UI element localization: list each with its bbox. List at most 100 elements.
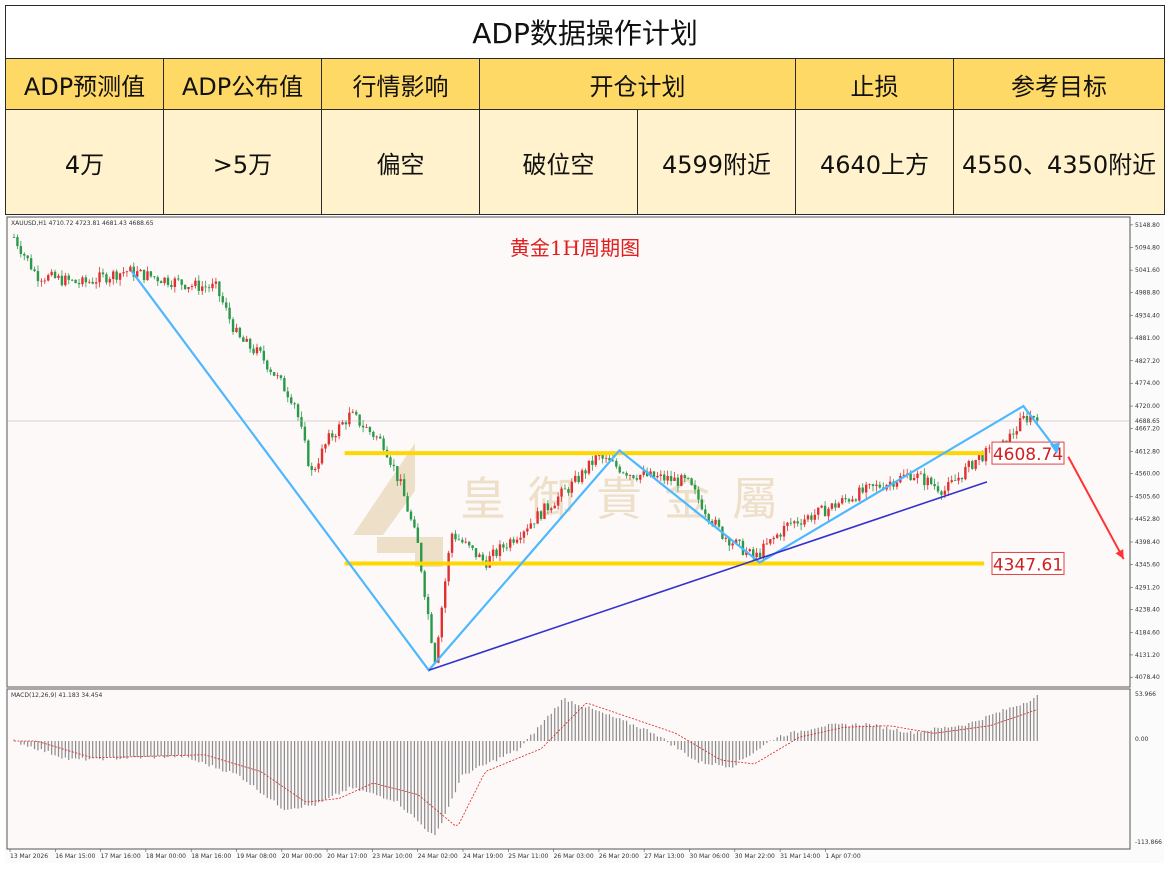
candle-body	[437, 637, 440, 663]
candle-body	[686, 478, 690, 479]
candle-body	[467, 541, 471, 546]
price-tick-label: 4078.40	[1135, 674, 1160, 681]
candle-body	[159, 281, 163, 284]
candle-body	[752, 549, 755, 558]
candle-body	[817, 507, 820, 515]
candle-body	[971, 461, 974, 469]
candle-body	[166, 277, 170, 285]
candle-body	[406, 496, 409, 512]
candle-body	[823, 505, 827, 517]
value-stop-loss: 4640上方	[795, 109, 954, 215]
candle-body	[628, 475, 632, 476]
candle-body	[361, 425, 365, 428]
candle-body	[327, 433, 331, 445]
header-stop-loss: 止损	[795, 58, 954, 110]
candle-body	[532, 523, 536, 525]
candle-body	[840, 498, 844, 504]
price-tick-label: 4452.80	[1135, 516, 1160, 523]
candle-body	[331, 433, 334, 438]
candle-body	[457, 539, 461, 541]
candle-body	[136, 271, 139, 277]
level-label-box	[991, 551, 1065, 575]
candle-body	[12, 237, 16, 238]
candle-body	[1015, 431, 1018, 435]
candle-body	[861, 487, 864, 493]
price-tick-label: 4720.00	[1135, 403, 1160, 410]
candle-body	[324, 444, 327, 449]
forecast-arrow	[1050, 442, 1125, 560]
price-tick-label: 4934.40	[1135, 312, 1160, 319]
candle-body	[19, 246, 23, 254]
watermark-group: 皇御貴金屬	[353, 443, 778, 567]
candle-body	[396, 466, 399, 482]
candle-body	[132, 266, 135, 277]
macd-tick-label: -113.866	[1135, 839, 1162, 846]
price-tick-label: 5148.80	[1135, 222, 1160, 229]
candle-body	[156, 277, 159, 282]
candle-body	[416, 527, 420, 543]
candle-body	[748, 549, 751, 552]
candle-body	[700, 499, 704, 510]
candle-body	[957, 477, 960, 481]
candle-body	[851, 499, 854, 502]
candle-body	[101, 272, 105, 275]
candle-body	[683, 475, 686, 479]
candle-body	[269, 369, 272, 373]
candle-body	[365, 427, 368, 428]
candle-body	[245, 338, 248, 342]
header-forecast: ADP预测值	[5, 58, 164, 110]
time-tick-label: 26 Mar 03:00	[554, 853, 594, 860]
time-tick-label: 23 Mar 10:00	[372, 853, 412, 860]
candle-body	[235, 327, 238, 332]
candle-body	[378, 436, 382, 439]
candle-body	[221, 296, 224, 303]
candle-body	[252, 348, 255, 354]
candle-body	[847, 499, 851, 502]
candle-body	[659, 474, 663, 476]
candle-body	[94, 282, 98, 284]
watermark-logo-shape	[353, 443, 415, 535]
candle-body	[153, 276, 156, 278]
candle-body	[964, 466, 967, 480]
candle-body	[464, 541, 467, 543]
candle-body	[639, 474, 642, 480]
candle-body	[977, 454, 981, 460]
candle-body	[919, 473, 923, 475]
price-tick-label: 4560.00	[1135, 471, 1160, 478]
candle-body	[669, 476, 673, 482]
candle-body	[317, 463, 320, 469]
header-impact: 行情影响	[321, 58, 480, 110]
candle-body	[293, 403, 296, 405]
candle-body	[926, 477, 929, 486]
candle-body	[29, 258, 33, 270]
candle-body	[789, 522, 793, 524]
current-price-label: 4688.65	[1135, 418, 1160, 425]
macd-axis: 53.966 0.00 -113.866	[1135, 691, 1162, 846]
candle-body	[799, 523, 803, 525]
price-tick-label: 5041.60	[1135, 267, 1160, 274]
candle-body	[834, 503, 837, 508]
candle-body	[334, 436, 337, 438]
price-tick-label: 4184.60	[1135, 629, 1160, 636]
time-tick-label: 13 Mar 2026	[10, 853, 48, 860]
candle-body	[806, 515, 810, 520]
time-tick-label: 25 Mar 11:00	[508, 853, 548, 860]
candle-body	[621, 472, 625, 474]
candle-body	[163, 277, 166, 284]
candle-body	[875, 484, 878, 487]
candle-body	[940, 491, 943, 495]
value-impact: 偏空	[321, 109, 480, 215]
candle-body	[173, 278, 177, 287]
candle-body	[91, 281, 94, 284]
zigzag-line	[130, 270, 1058, 672]
candle-body	[341, 422, 344, 425]
candle-body	[313, 468, 317, 471]
candle-body	[888, 481, 892, 485]
candle-body	[283, 378, 286, 392]
candle-body	[358, 414, 361, 426]
candle-body	[772, 537, 775, 540]
candle-body	[43, 280, 47, 282]
candle-body	[36, 271, 40, 282]
candle-body	[351, 411, 355, 413]
candle-body	[180, 279, 183, 285]
